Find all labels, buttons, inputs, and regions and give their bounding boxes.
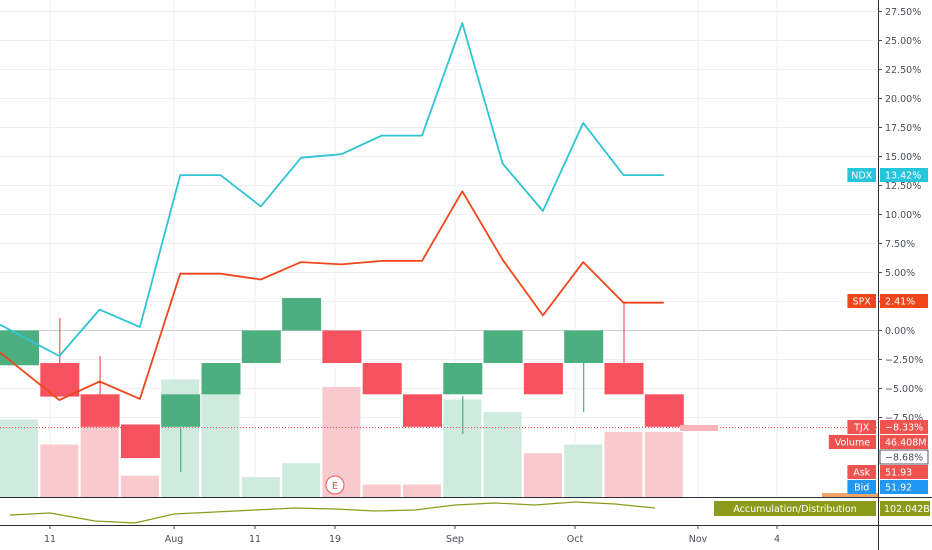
price-tag-name: Bid <box>854 483 869 494</box>
y-tick-label: 25.00% <box>885 36 921 47</box>
x-tick-label: 11 <box>249 534 261 545</box>
y-tick-label: 10.00% <box>885 210 921 221</box>
x-tick-label: 4 <box>774 534 780 545</box>
price-tag-value-bg <box>879 449 929 465</box>
price-tag-name-bg <box>828 435 876 449</box>
renko-brick-down <box>403 394 442 427</box>
y-tick-label: 20.00% <box>885 94 921 105</box>
price-tags: NDX 13.42% SPX 2.41% TJX −8.33% Volume 46.408M −… <box>714 168 930 516</box>
earnings-marker-label: E <box>332 481 338 492</box>
volume-bar <box>80 424 119 497</box>
volume-bar <box>120 475 159 497</box>
indicator-name: Accumulation/Distribution <box>733 504 856 515</box>
y-tick-label: −7.50% <box>885 413 923 424</box>
renko-brick-down <box>362 362 402 395</box>
price-tag-name: TJX <box>853 423 870 434</box>
price-tag-name: SPX <box>853 297 872 308</box>
y-tick-label: 0.00% <box>885 326 915 337</box>
y-tick-label: 17.50% <box>885 123 921 134</box>
price-tag-name-bg <box>847 294 876 308</box>
price-tag-name: Volume <box>835 438 870 449</box>
renko-brick-down <box>322 330 362 363</box>
indicator-value-bg <box>880 501 930 516</box>
y-tick-label: 15.00% <box>885 152 921 163</box>
renko-bricks <box>0 298 684 472</box>
x-tick-label: Oct <box>567 534 584 545</box>
renko-brick-up <box>241 330 281 363</box>
renko-brick-up <box>564 330 604 363</box>
accumulation-distribution-line <box>9 501 656 524</box>
price-tag-value-bg <box>880 435 928 449</box>
volume-bar <box>0 419 38 497</box>
price-tag-value: 13.42% <box>885 171 921 182</box>
x-tick-label: Sep <box>446 534 464 545</box>
price-tag-name-bg <box>847 465 876 479</box>
x-tick-label: Aug <box>165 534 184 545</box>
price-tag-value: 46.408M <box>885 438 926 449</box>
x-tick-label: Nov <box>689 534 708 545</box>
renko-brick-up <box>483 330 523 363</box>
y-tick-label: −5.00% <box>885 384 923 395</box>
renko-brick-down <box>644 394 684 427</box>
earnings-marker-icon <box>325 475 345 495</box>
y-tick-label: 12.50% <box>885 181 921 192</box>
price-tag-name-bg <box>847 480 876 494</box>
price-tag-value: −8.33% <box>885 423 923 434</box>
price-tag-value: 2.41% <box>885 297 915 308</box>
price-tag-value-bg <box>880 420 928 434</box>
price-tag-name: Ask <box>853 468 870 479</box>
volume-bar <box>40 444 79 497</box>
price-tag-value: 51.92 <box>885 483 912 494</box>
renko-brick-up <box>201 362 241 395</box>
y-tick-label: −2.50% <box>885 355 923 366</box>
renko-brick-down <box>523 362 563 395</box>
series-line-ndx <box>0 22 664 357</box>
volume-bar <box>644 432 683 497</box>
renko-brick-up <box>0 330 39 366</box>
price-tag-name-bg <box>847 168 876 182</box>
price-tag-value-bg <box>880 294 928 308</box>
price-tag-value: −8.68% <box>885 453 923 464</box>
volume-bar <box>403 484 441 497</box>
price-tag-value: 51.93 <box>885 468 912 479</box>
renko-brick-down <box>120 424 160 459</box>
price-tag-value-bg <box>880 480 928 494</box>
volume-bar <box>201 389 240 497</box>
renko-brick-down <box>604 362 644 395</box>
renko-brick-up <box>161 394 201 427</box>
x-tick-label: 11 <box>44 534 56 545</box>
y-tick-label: 7.50% <box>885 239 915 250</box>
price-tag-name: NDX <box>851 171 872 182</box>
volume-bar <box>241 477 280 497</box>
volume-bar <box>604 432 643 497</box>
x-tick-label: 19 <box>329 534 341 545</box>
renko-brick-down <box>80 394 120 427</box>
volume-bar <box>523 453 562 497</box>
price-tag-name-bg <box>847 420 876 434</box>
indicator-value: 102.042B <box>884 504 930 515</box>
renko-brick-up <box>282 298 322 331</box>
volume-bar <box>282 463 321 497</box>
price-tag-value-bg <box>880 168 928 182</box>
price-tag-value-bg <box>880 465 928 479</box>
volume-bar <box>362 484 401 497</box>
comparison-lines <box>0 22 878 497</box>
series-line-spx <box>0 190 664 401</box>
y-tick-label: 27.50% <box>885 7 921 18</box>
y-tick-label: 5.00% <box>885 268 915 279</box>
indicator-name-bg <box>714 501 876 516</box>
renko-brick-down <box>40 362 80 397</box>
volume-bar <box>483 412 522 497</box>
volume-bar <box>564 444 603 497</box>
y-tick-label: 22.50% <box>885 65 921 76</box>
volume-ma-end-marker <box>822 493 878 497</box>
renko-brick-up <box>443 362 483 395</box>
projected-brick <box>680 425 718 431</box>
